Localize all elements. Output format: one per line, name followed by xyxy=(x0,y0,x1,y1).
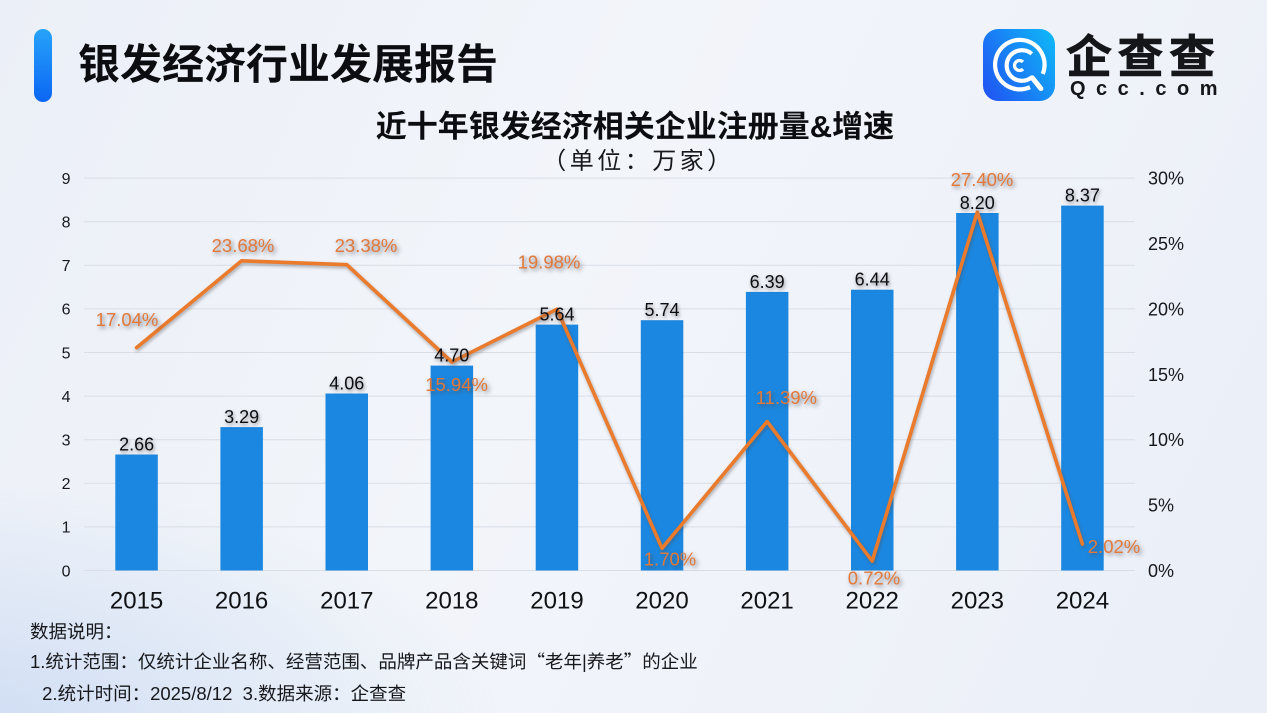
svg-text:2.66: 2.66 xyxy=(119,435,154,455)
svg-text:1: 1 xyxy=(62,520,71,537)
svg-text:2015: 2015 xyxy=(110,587,163,614)
svg-text:4: 4 xyxy=(62,389,71,406)
svg-text:2023: 2023 xyxy=(951,587,1004,614)
svg-text:19.98%: 19.98% xyxy=(518,252,581,273)
svg-text:0%: 0% xyxy=(1148,561,1174,581)
svg-text:2019: 2019 xyxy=(530,587,583,614)
svg-text:6.39: 6.39 xyxy=(750,272,785,292)
svg-text:3: 3 xyxy=(62,433,71,450)
svg-text:3.29: 3.29 xyxy=(224,407,259,427)
svg-text:0.72%: 0.72% xyxy=(848,568,900,589)
svg-text:5%: 5% xyxy=(1148,496,1174,516)
svg-text:8: 8 xyxy=(62,215,71,232)
svg-text:6.44: 6.44 xyxy=(855,270,890,290)
svg-text:4.06: 4.06 xyxy=(329,374,364,394)
svg-text:8.20: 8.20 xyxy=(960,193,995,213)
svg-text:2016: 2016 xyxy=(215,587,268,614)
svg-text:4.70: 4.70 xyxy=(434,346,469,366)
svg-text:5.74: 5.74 xyxy=(644,300,679,320)
svg-text:17.04%: 17.04% xyxy=(96,309,159,330)
svg-text:5.64: 5.64 xyxy=(539,305,574,325)
svg-text:2020: 2020 xyxy=(635,587,688,614)
svg-text:20%: 20% xyxy=(1148,299,1184,319)
svg-text:2017: 2017 xyxy=(320,587,373,614)
svg-text:1.70%: 1.70% xyxy=(644,549,696,570)
svg-text:5: 5 xyxy=(62,345,71,362)
svg-text:2018: 2018 xyxy=(425,587,478,614)
svg-text:9: 9 xyxy=(62,171,71,188)
svg-text:2021: 2021 xyxy=(740,587,793,614)
svg-text:10%: 10% xyxy=(1148,430,1184,450)
svg-text:15%: 15% xyxy=(1148,365,1184,385)
svg-text:23.38%: 23.38% xyxy=(335,235,398,256)
svg-text:30%: 30% xyxy=(1148,169,1184,189)
svg-text:2.02%: 2.02% xyxy=(1088,536,1140,557)
svg-text:8.37: 8.37 xyxy=(1065,186,1100,206)
svg-text:7: 7 xyxy=(62,258,71,275)
svg-text:25%: 25% xyxy=(1148,234,1184,254)
svg-text:15.94%: 15.94% xyxy=(425,374,488,395)
svg-text:0: 0 xyxy=(62,563,71,580)
svg-text:2: 2 xyxy=(62,476,71,493)
svg-text:11.39%: 11.39% xyxy=(756,387,817,408)
svg-text:6: 6 xyxy=(62,302,71,319)
svg-text:23.68%: 23.68% xyxy=(212,235,275,256)
svg-text:2024: 2024 xyxy=(1056,587,1109,614)
svg-text:27.40%: 27.40% xyxy=(951,169,1014,190)
svg-text:2022: 2022 xyxy=(846,587,899,614)
